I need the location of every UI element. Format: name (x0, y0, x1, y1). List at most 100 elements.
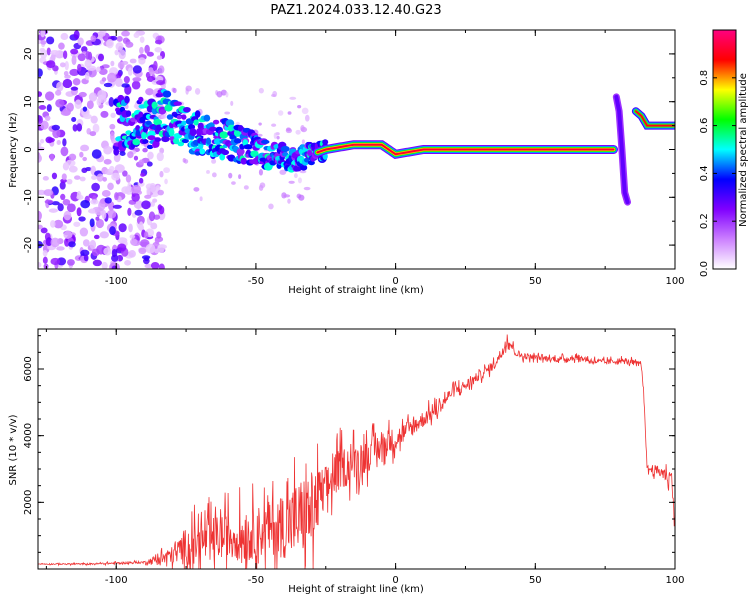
spectrogram-noise-blob (111, 172, 121, 181)
spectrogram-noise-blob (127, 182, 132, 192)
spectrogram-signal-blob (261, 139, 270, 145)
spectrogram-noise-blob (52, 128, 61, 139)
spectrogram-noise-blob (258, 87, 264, 94)
spectrogram-noise-blob (276, 135, 280, 140)
spectrogram-noise-blob (38, 91, 43, 97)
spectrogram-noise-blob (157, 189, 164, 196)
spectrogram-noise-blob (117, 61, 125, 69)
spectrogram-noise-blob (50, 49, 60, 55)
spectrogram-noise-blob (107, 72, 117, 83)
snr-y-label: SNR (10 * v/v) (8, 414, 19, 485)
spectrogram-noise-blob (72, 124, 78, 132)
spectrogram-noise-blob (63, 210, 72, 221)
y-tick-label: 10 (23, 95, 34, 108)
spectrogram-noise-blob (68, 241, 76, 248)
spectrogram-noise-blob (295, 129, 301, 135)
colorbar: 0.0 0.2 0.4 0.6 0.8 Normalized spectral ampl… (699, 29, 749, 277)
spectrogram-noise-blob (154, 69, 161, 75)
spectrogram-noise-blob (304, 114, 310, 122)
spectrogram-noise-blob (152, 198, 158, 203)
y-tick-label: 6000 (23, 356, 34, 381)
spectrogram-noise-blob (258, 122, 262, 126)
spectrogram-noise-blob (62, 138, 67, 147)
spectrogram-noise-blob (206, 170, 210, 174)
spectrogram-noise-blob (62, 198, 71, 206)
spectrogram-noise-blob (301, 107, 309, 115)
spectrogram-noise-blob (143, 231, 149, 239)
spectrogram-noise-blob (97, 89, 107, 100)
spectrogram-noise-blob (66, 102, 74, 112)
spectrogram-noise-blob (91, 175, 98, 180)
spectrogram-noise-blob (153, 60, 158, 71)
spectrogram-jump (614, 94, 630, 205)
spectrogram-noise-blob (293, 173, 298, 179)
spectrogram-noise-blob (145, 243, 156, 254)
spectrogram-noise-blob (140, 172, 146, 177)
spectrogram-noise-blob (96, 173, 104, 182)
spectrogram-signal-blob (125, 130, 132, 135)
spectrogram-noise-blob (96, 244, 106, 255)
spectrogram-noise-blob (297, 177, 302, 184)
snr-series-line (37, 334, 676, 570)
spectrogram-noise-blob (137, 181, 145, 187)
spectrogram-noise-blob (122, 170, 128, 177)
spectrogram-signal-blob (244, 144, 253, 150)
spectrogram-noise-blob (199, 196, 203, 202)
spectrogram-noise-blob (136, 215, 145, 225)
spectrogram-noise-blob (194, 87, 201, 95)
spectrogram-signal-blob (145, 113, 152, 120)
spectrogram-noise-blob (49, 153, 55, 162)
spectrogram-signal-blob (189, 128, 197, 137)
spectrogram-noise-blob (158, 263, 165, 269)
spectrogram-signal-blob (203, 114, 211, 122)
spectrogram-noise-blob (80, 249, 90, 257)
spectrogram-noise-blob (63, 71, 69, 77)
spectrogram-noise-blob (77, 37, 84, 46)
spectrogram-noise-blob (55, 89, 62, 96)
spectrogram-noise-blob (258, 169, 264, 176)
spectrogram-noise-blob (81, 167, 88, 174)
spectrogram-noise-blob (129, 238, 138, 246)
spectrogram-signal-blob (212, 119, 220, 125)
spectrogram-signal-blob (151, 101, 158, 109)
spectrogram-noise-blob (114, 49, 119, 56)
spectrogram-noise-blob (92, 123, 100, 133)
spectrogram-noise-blob (45, 60, 56, 69)
y-tick-label: 20 (23, 48, 34, 61)
colorbar-tick-label: 0.4 (699, 165, 710, 181)
spectrogram-signal-blob (138, 96, 144, 103)
spectrogram-signal-blob (145, 120, 152, 125)
x-tick-label: 0 (392, 575, 398, 586)
spectrogram-noise-blob (55, 98, 65, 108)
spectrogram-noise-blob (60, 32, 69, 41)
spectrogram-x-label: Height of straight line (km) (288, 285, 424, 296)
spectrogram-noise-blob (271, 93, 277, 98)
spectrogram-noise-blob (127, 207, 132, 217)
spectrogram-noise-blob (230, 100, 234, 106)
x-tick-label: 50 (529, 276, 542, 287)
spectrogram-noise-blob (59, 181, 66, 190)
colorbar-tick-label: 0.0 (699, 261, 710, 277)
spectrogram-noise-blob (182, 158, 186, 163)
spectrogram-noise-blob (65, 159, 76, 167)
spectrogram-noise-blob (118, 49, 126, 60)
spectrogram-noise-blob (131, 192, 140, 202)
spectrogram-noise-blob (42, 249, 48, 257)
spectrogram-signal-blob (209, 126, 218, 132)
spectrogram-signal-blob (153, 118, 163, 126)
spectrogram-noise-blob (48, 208, 59, 213)
spectrogram-noise-blob (185, 85, 192, 92)
spectrogram-noise-blob (85, 51, 91, 60)
spectrogram-noise-blob (132, 77, 142, 82)
x-tick-label: 100 (665, 575, 684, 586)
spectrogram-noise-blob (156, 80, 166, 86)
spectrogram-noise-blob (71, 55, 77, 66)
spectrogram-noise-blob (84, 59, 92, 68)
spectrogram-signal-blob (227, 124, 236, 132)
spectrogram-signal-blob (240, 157, 248, 165)
spectrogram-noise-blob (157, 204, 163, 211)
spectrogram-noise-blob (285, 127, 291, 132)
x-tick-label: -100 (105, 276, 128, 287)
spectrogram-noise-blob (144, 194, 152, 199)
spectrogram-noise-blob (154, 237, 160, 244)
